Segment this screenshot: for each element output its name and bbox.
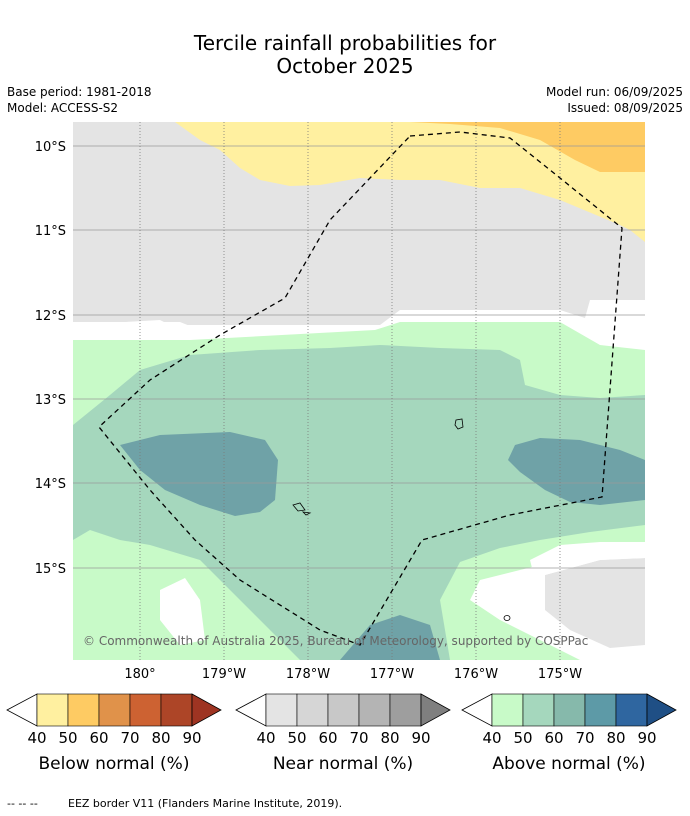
cbar-tick: 50 <box>58 729 77 747</box>
cbar-tick: 60 <box>89 729 108 747</box>
cbar-tick: 90 <box>182 729 201 747</box>
island-shape-3 <box>503 615 511 621</box>
lat-label: 14°S <box>35 477 66 492</box>
map-area <box>73 122 645 660</box>
title-line-2: October 2025 <box>276 54 414 78</box>
cbar-label-near: Near normal (%) <box>273 754 413 774</box>
cbar-tick: 80 <box>151 729 170 747</box>
near-normal-patch-se <box>545 558 645 648</box>
footer-marker: -- -- -- <box>7 797 38 810</box>
cbar-tick: 40 <box>27 729 46 747</box>
cbar-tick: 50 <box>287 729 306 747</box>
neutral-patch-sw <box>160 578 205 645</box>
cbar-label-above: Above normal (%) <box>492 754 645 774</box>
colorbar-near-normal <box>235 693 451 727</box>
copyright-notice: © Commonwealth of Australia 2025, Bureau… <box>83 634 588 648</box>
cbar-tick: 60 <box>544 729 563 747</box>
model-run: Model run: 06/09/2025 <box>545 85 683 99</box>
neutral-patch-se <box>530 542 645 600</box>
lon-label: 178°W <box>286 667 330 682</box>
lon-label: 179°W <box>202 667 246 682</box>
footer-text: EEZ border V11 (Flanders Marine Institut… <box>68 797 342 810</box>
lon-label: 176°W <box>454 667 498 682</box>
cbar-tick: 90 <box>411 729 430 747</box>
lat-label: 11°S <box>35 224 66 239</box>
cbar-tick: 40 <box>482 729 501 747</box>
lat-label: 10°S <box>35 140 66 155</box>
near-normal-patch <box>505 206 550 224</box>
lon-label: 175°W <box>538 667 582 682</box>
cbar-tick: 90 <box>637 729 656 747</box>
issued-date: Issued: 08/09/2025 <box>567 101 683 115</box>
island-shape <box>454 418 464 430</box>
cbar-tick: 80 <box>606 729 625 747</box>
title-line-1: Tercile rainfall probabilities for <box>193 31 497 55</box>
colorbar-above-normal <box>461 693 677 727</box>
cbar-tick: 40 <box>256 729 275 747</box>
model-name: Model: ACCESS-S2 <box>7 101 119 115</box>
above-normal-region-60 <box>120 432 278 516</box>
lat-label: 13°S <box>35 393 66 408</box>
cbar-tick: 60 <box>318 729 337 747</box>
lon-label: 180° <box>124 667 155 682</box>
cbar-tick: 70 <box>575 729 594 747</box>
eez-border <box>98 131 623 646</box>
above-normal-region-70 <box>340 615 440 660</box>
island-shape-2 <box>292 502 312 516</box>
above-normal-region-50 <box>73 345 645 660</box>
colorbar-below-normal <box>6 693 222 727</box>
cbar-tick: 70 <box>349 729 368 747</box>
cbar-tick: 80 <box>380 729 399 747</box>
lon-label: 177°W <box>370 667 414 682</box>
base-period: Base period: 1981-2018 <box>7 85 152 99</box>
cbar-label-below: Below normal (%) <box>39 754 190 774</box>
below-normal-region-50 <box>410 122 645 172</box>
cbar-tick: 50 <box>513 729 532 747</box>
lat-label: 15°S <box>35 562 66 577</box>
lat-gridlines <box>73 145 645 569</box>
below-normal-region-40 <box>175 122 645 242</box>
cbar-tick: 70 <box>120 729 139 747</box>
lat-label: 12°S <box>35 309 66 324</box>
above-normal-region-60b <box>508 438 645 505</box>
